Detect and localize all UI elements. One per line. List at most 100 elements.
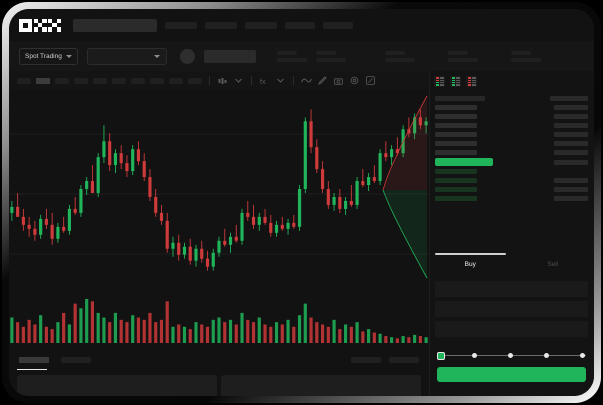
- tab-buy[interactable]: Buy: [464, 260, 476, 268]
- svg-text:fx: fx: [260, 79, 266, 85]
- pair-coin-avatar: [179, 48, 195, 64]
- bottom-panel-cards: [9, 375, 429, 396]
- timeframe-button-4[interactable]: [74, 77, 88, 84]
- ask-price: [435, 123, 477, 128]
- logo-letter-o: [19, 18, 32, 32]
- orderbook-bid-row[interactable]: [435, 176, 588, 185]
- ticker-stat-1-value: [276, 57, 307, 62]
- logo-letter-k: [33, 18, 47, 32]
- total-field[interactable]: [435, 321, 588, 337]
- bottom-action-1[interactable]: [351, 357, 381, 363]
- depth-overlay-chart: [382, 95, 428, 279]
- bid-amount: [554, 187, 588, 192]
- indicators-dropdown-icon[interactable]: [275, 76, 286, 85]
- chevron-down-icon: [65, 54, 72, 58]
- timeframe-button-5[interactable]: [93, 77, 107, 84]
- nav-item-5[interactable]: [323, 21, 353, 29]
- bottom-card-2[interactable]: [221, 375, 421, 396]
- orderbook-ask-row[interactable]: [435, 130, 588, 139]
- orderbook-price-header: [435, 96, 485, 101]
- slider-stop-75[interactable]: [544, 352, 549, 358]
- slider-handle[interactable]: [437, 351, 445, 360]
- order-book[interactable]: [429, 92, 594, 203]
- orderbook-bid-row[interactable]: [435, 194, 588, 203]
- chevron-down-icon: [153, 54, 160, 58]
- orderbook-ask-row[interactable]: [435, 139, 588, 148]
- orderbook-bid-row[interactable]: [435, 167, 588, 176]
- indicators-icon[interactable]: fx: [259, 76, 270, 85]
- panel-divider: [429, 71, 430, 396]
- okx-logo[interactable]: [19, 18, 62, 32]
- candlestick-series: [9, 109, 429, 271]
- ticker-stat-1-label: [276, 50, 297, 55]
- orderbook-header-row: [435, 94, 588, 103]
- bottom-action-2[interactable]: [389, 357, 419, 363]
- line-study-icon[interactable]: [301, 76, 312, 85]
- slider-stop-25[interactable]: [472, 352, 477, 358]
- chart-type-dropdown-icon[interactable]: [233, 76, 244, 85]
- candlestick-chart-type-icon[interactable]: [217, 76, 228, 85]
- bid-price: [435, 169, 477, 174]
- toolbar-divider: [293, 76, 294, 85]
- ask-price: [435, 114, 477, 119]
- timeframe-button-10[interactable]: [188, 77, 202, 84]
- timeframe-button-3[interactable]: [55, 77, 69, 84]
- ticker-bar: Spot Trading: [9, 41, 594, 71]
- settings-gear-icon[interactable]: [349, 76, 360, 85]
- orderbook-ask-row[interactable]: [435, 112, 588, 121]
- toolbar-divider: [251, 76, 252, 85]
- ticker-stat-5-value: [510, 57, 541, 62]
- timeframe-button-1[interactable]: [17, 77, 31, 84]
- top-navigation-bar: [9, 9, 594, 41]
- camera-snapshot-icon[interactable]: [333, 76, 344, 85]
- submit-buy-button[interactable]: [437, 367, 586, 382]
- timeframe-button-6[interactable]: [112, 77, 126, 84]
- nav-item-2[interactable]: [205, 21, 237, 29]
- orderbook-display-modes: [429, 71, 594, 92]
- orderbook-ask-row[interactable]: [435, 103, 588, 112]
- orderbook-mode-bids-icon[interactable]: [450, 76, 461, 87]
- ticker-stat-3-label: [384, 50, 405, 55]
- order-form-fields: [429, 277, 594, 337]
- nav-item-4[interactable]: [285, 21, 315, 29]
- price-chart[interactable]: [9, 90, 429, 349]
- amount-percent-slider[interactable]: [437, 351, 586, 361]
- ticker-stat-4-label: [447, 50, 468, 55]
- nav-item-3[interactable]: [245, 21, 277, 29]
- timeframe-button-2[interactable]: [36, 77, 50, 84]
- orderbook-mode-both-icon[interactable]: [434, 76, 445, 87]
- ask-price: [435, 105, 477, 110]
- bid-price: [435, 178, 477, 183]
- ticker-stat-1: [276, 50, 307, 62]
- trading-mode-selector[interactable]: Spot Trading: [19, 47, 78, 65]
- orderbook-mode-asks-icon[interactable]: [466, 76, 477, 87]
- ticker-stat-4: [447, 50, 478, 62]
- timeframe-button-8[interactable]: [150, 77, 164, 84]
- slider-stop-50[interactable]: [508, 352, 513, 358]
- pair-name-label: [203, 49, 256, 63]
- bottom-tab-1[interactable]: [17, 357, 49, 370]
- search-input[interactable]: [73, 18, 157, 32]
- order-form-tabs: Buy Sell: [429, 253, 594, 275]
- pencil-draw-icon[interactable]: [317, 76, 328, 85]
- nav-item-1[interactable]: [165, 21, 197, 29]
- trading-pair-selector[interactable]: [86, 47, 167, 65]
- orderbook-bid-row[interactable]: [435, 185, 588, 194]
- amount-field[interactable]: [435, 301, 588, 317]
- price-field[interactable]: [435, 281, 588, 297]
- fullscreen-icon[interactable]: [365, 76, 376, 85]
- timeframe-button-9[interactable]: [169, 77, 183, 84]
- ask-price: [435, 141, 477, 146]
- bottom-card-1[interactable]: [17, 375, 217, 396]
- tab-sell[interactable]: Sell: [547, 260, 559, 268]
- slider-stop-100[interactable]: [580, 352, 585, 358]
- volume-series: [10, 299, 428, 343]
- bid-price: [435, 196, 477, 201]
- bottom-tab-2[interactable]: [61, 357, 91, 363]
- orderbook-ask-row[interactable]: [435, 121, 588, 130]
- orderbook-ask-row[interactable]: [435, 148, 588, 157]
- ask-amount: [554, 123, 588, 128]
- ask-amount: [554, 114, 588, 119]
- timeframe-button-7[interactable]: [131, 77, 145, 84]
